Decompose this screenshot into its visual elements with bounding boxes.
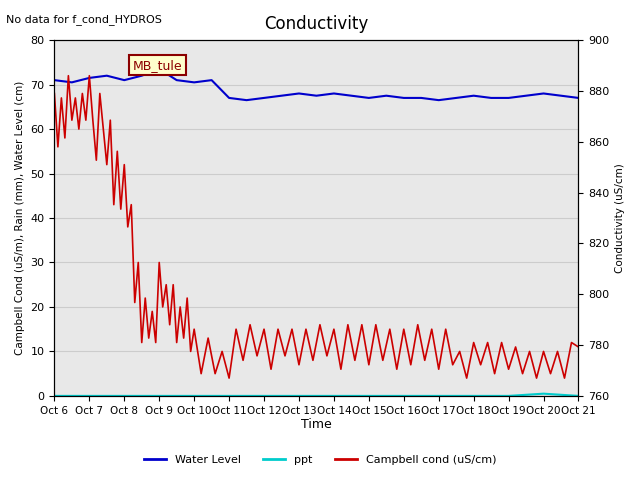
Water Level (173, 77, 180, 83)
Water Level (400, 95, 408, 101)
Water Level (51, 77, 58, 83)
Water Level (86, 75, 93, 81)
Campbell cond (uS/cm) (148, 309, 156, 314)
Line: Water Level: Water Level (54, 69, 579, 100)
Water Level (156, 66, 163, 72)
Campbell cond (uS/cm) (260, 326, 268, 332)
Line: ppt: ppt (54, 394, 579, 396)
Legend: Water Level, ppt, Campbell cond (uS/cm): Water Level, ppt, Campbell cond (uS/cm) (140, 451, 500, 469)
Water Level (190, 80, 198, 85)
Water Level (505, 95, 513, 101)
Water Level (260, 95, 268, 101)
Campbell cond (uS/cm) (532, 375, 540, 381)
ppt (156, 393, 163, 399)
Campbell cond (uS/cm) (99, 126, 107, 132)
ppt (435, 393, 443, 399)
ppt (365, 393, 372, 399)
Water Level (348, 93, 355, 98)
Water Level (522, 93, 530, 98)
ppt (295, 393, 303, 399)
ppt (470, 393, 477, 399)
Water Level (225, 95, 233, 101)
Campbell cond (uS/cm) (225, 375, 233, 381)
Water Level (295, 91, 303, 96)
Water Level (470, 93, 477, 98)
Water Level (557, 93, 565, 98)
Campbell cond (uS/cm) (51, 91, 58, 96)
Water Level (243, 97, 250, 103)
Water Level (330, 91, 338, 96)
ppt (120, 393, 128, 399)
Water Level (452, 95, 460, 101)
X-axis label: Time: Time (301, 419, 332, 432)
Water Level (383, 93, 390, 98)
Y-axis label: Campbell Cond (uS/m), Rain (mm), Water Level (cm): Campbell Cond (uS/m), Rain (mm), Water L… (15, 81, 25, 355)
Water Level (540, 91, 547, 96)
Water Level (312, 93, 320, 98)
Line: Campbell cond (uS/cm): Campbell cond (uS/cm) (54, 76, 579, 378)
Water Level (417, 95, 425, 101)
ppt (400, 393, 408, 399)
ppt (540, 391, 547, 396)
Water Level (435, 97, 443, 103)
Water Level (103, 73, 111, 79)
Y-axis label: Conductivity (uS/cm): Conductivity (uS/cm) (615, 163, 625, 273)
Water Level (208, 77, 216, 83)
Title: Conductivity: Conductivity (264, 15, 369, 33)
Water Level (138, 73, 145, 79)
ppt (51, 393, 58, 399)
Water Level (487, 95, 495, 101)
Campbell cond (uS/cm) (204, 335, 212, 341)
Water Level (575, 95, 582, 101)
ppt (575, 393, 582, 399)
Campbell cond (uS/cm) (575, 344, 582, 350)
ppt (190, 393, 198, 399)
ppt (86, 393, 93, 399)
Text: No data for f_cond_HYDROS: No data for f_cond_HYDROS (6, 14, 163, 25)
Campbell cond (uS/cm) (281, 353, 289, 359)
ppt (330, 393, 338, 399)
Water Level (365, 95, 372, 101)
ppt (505, 393, 513, 399)
Campbell cond (uS/cm) (65, 73, 72, 79)
Water Level (278, 93, 285, 98)
ppt (225, 393, 233, 399)
Text: MB_tule: MB_tule (133, 59, 182, 72)
Water Level (120, 77, 128, 83)
ppt (260, 393, 268, 399)
Water Level (68, 80, 76, 85)
